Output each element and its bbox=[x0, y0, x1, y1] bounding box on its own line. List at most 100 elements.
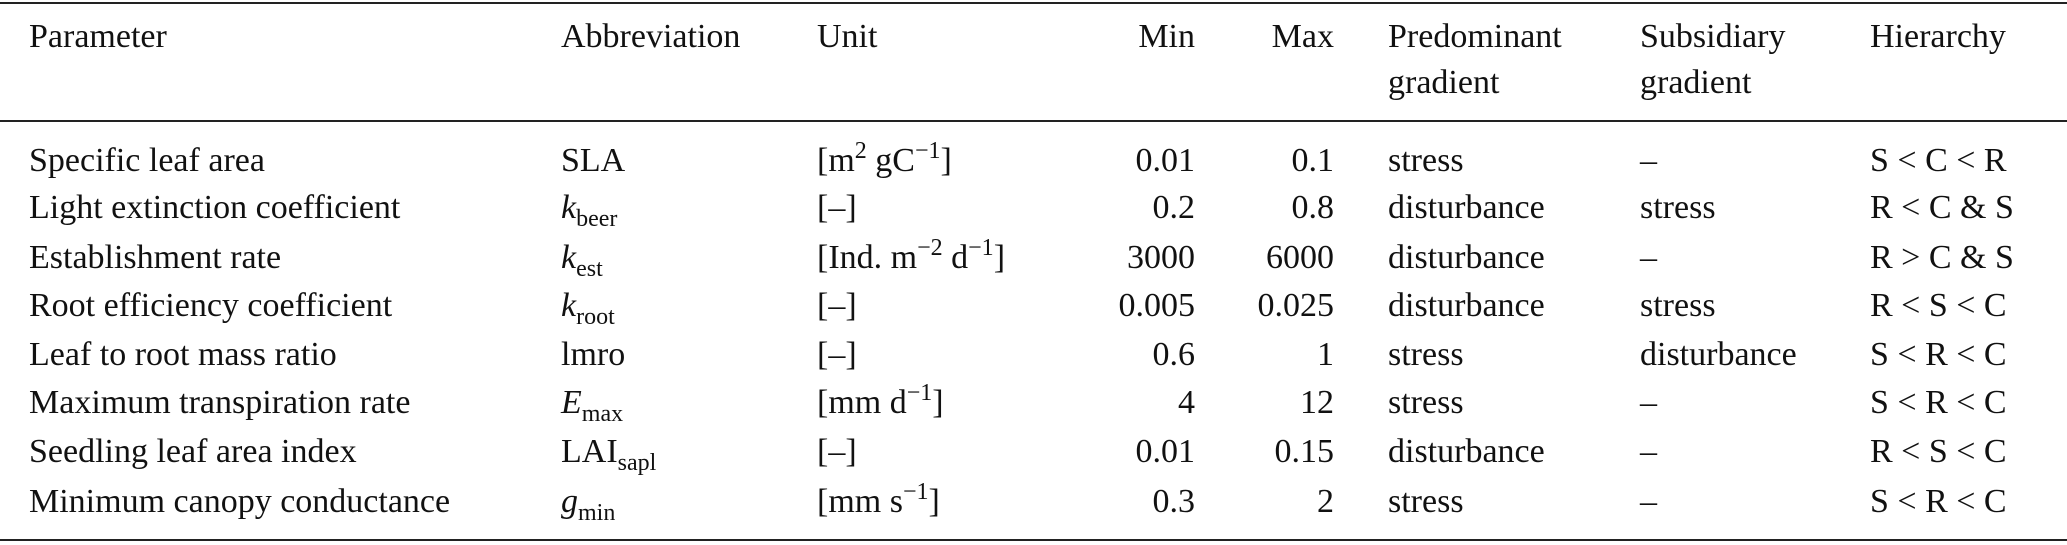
text-segment: max bbox=[581, 401, 624, 427]
cell-subsidiary: stress bbox=[1640, 287, 1716, 324]
header-cell: Abbreviation bbox=[561, 18, 741, 55]
cell-unit: [–] bbox=[817, 185, 857, 231]
text-segment: −2 bbox=[917, 235, 943, 261]
text-segment: [Ind. m bbox=[817, 239, 918, 276]
cell-subsidiary: stress bbox=[1640, 189, 1716, 226]
cell-unit: [mm s−1] bbox=[817, 479, 940, 525]
cell-min: 3000 bbox=[1127, 239, 1195, 276]
text-segment: ] bbox=[932, 384, 944, 421]
cell-abbreviation: LAIsapl bbox=[561, 429, 656, 475]
cell-hierarchy: R < S < C bbox=[1870, 287, 2007, 324]
cell-parameter: Light extinction coefficient bbox=[29, 189, 401, 226]
cell-subsidiary: – bbox=[1640, 239, 1657, 276]
cell-parameter: Leaf to root mass ratio bbox=[29, 336, 337, 373]
cell-unit: [mm d−1] bbox=[817, 380, 944, 426]
cell-parameter: Seedling leaf area index bbox=[29, 433, 357, 470]
cell-max: 0.025 bbox=[1257, 287, 1335, 324]
cell-min: 0.005 bbox=[1118, 287, 1196, 324]
cell-max: 0.1 bbox=[1291, 142, 1335, 179]
cell-max: 12 bbox=[1300, 384, 1334, 421]
cell-predominant: stress bbox=[1388, 483, 1464, 520]
cell-abbreviation: SLA bbox=[561, 138, 625, 184]
cell-unit: [–] bbox=[817, 283, 857, 329]
header-cell: Max bbox=[1271, 18, 1334, 55]
text-segment: sapl bbox=[617, 450, 657, 476]
text-segment: gC bbox=[866, 142, 915, 179]
cell-parameter: Specific leaf area bbox=[29, 142, 265, 179]
cell-abbreviation: kroot bbox=[561, 283, 615, 329]
cell-subsidiary: – bbox=[1640, 433, 1657, 470]
text-segment: [–] bbox=[817, 433, 857, 470]
cell-unit: [Ind. m−2 d−1] bbox=[817, 235, 1005, 281]
cell-max: 2 bbox=[1317, 483, 1334, 520]
cell-hierarchy: S < R < C bbox=[1870, 483, 2007, 520]
text-segment: [m bbox=[817, 142, 855, 179]
text-segment: ] bbox=[940, 142, 952, 179]
header-cell: Predominant gradient bbox=[1388, 18, 1562, 101]
text-segment: −1 bbox=[902, 479, 929, 505]
top-rule bbox=[0, 2, 2067, 4]
cell-parameter: Root efficiency coefficient bbox=[29, 287, 393, 324]
cell-predominant: stress bbox=[1388, 336, 1464, 373]
text-segment: [mm d bbox=[817, 384, 907, 421]
header-cell: Subsidiary gradient bbox=[1640, 18, 1786, 101]
text-segment: lmro bbox=[561, 336, 626, 373]
cell-unit: [–] bbox=[817, 429, 857, 475]
cell-max: 6000 bbox=[1266, 239, 1334, 276]
cell-max: 0.15 bbox=[1274, 433, 1335, 470]
cell-min: 0.2 bbox=[1152, 189, 1196, 226]
text-segment: [–] bbox=[817, 189, 857, 226]
cell-min: 0.3 bbox=[1152, 483, 1196, 520]
cell-hierarchy: R < C & S bbox=[1870, 189, 2014, 226]
text-segment: −1 bbox=[914, 138, 941, 164]
text-segment: g bbox=[561, 483, 578, 520]
text-segment: beer bbox=[576, 206, 618, 232]
cell-abbreviation: kbeer bbox=[561, 185, 617, 231]
text-segment: [mm s bbox=[817, 483, 903, 520]
cell-min: 4 bbox=[1178, 384, 1195, 421]
text-segment: k bbox=[561, 239, 577, 276]
cell-predominant: disturbance bbox=[1388, 239, 1545, 276]
text-segment: SLA bbox=[561, 142, 626, 179]
cell-predominant: stress bbox=[1388, 142, 1464, 179]
cell-parameter: Maximum transpiration rate bbox=[29, 384, 411, 421]
text-segment: [–] bbox=[817, 287, 857, 324]
text-segment: min bbox=[578, 500, 616, 526]
text-segment: −1 bbox=[968, 235, 994, 261]
cell-subsidiary: – bbox=[1640, 142, 1657, 179]
cell-abbreviation: lmro bbox=[561, 332, 625, 378]
text-segment: [–] bbox=[817, 336, 857, 373]
cell-hierarchy: S < R < C bbox=[1870, 384, 2007, 421]
cell-abbreviation: gmin bbox=[561, 479, 615, 525]
text-segment: −1 bbox=[906, 380, 933, 406]
cell-predominant: disturbance bbox=[1388, 189, 1545, 226]
text-segment: d bbox=[942, 239, 969, 276]
header-cell: Parameter bbox=[29, 18, 167, 55]
text-segment: est bbox=[576, 256, 603, 282]
text-segment: k bbox=[561, 287, 577, 324]
text-segment: root bbox=[576, 304, 615, 330]
cell-max: 0.8 bbox=[1291, 189, 1335, 226]
text-segment: LAI bbox=[561, 433, 618, 470]
text-segment: E bbox=[561, 384, 582, 421]
cell-hierarchy: R > C & S bbox=[1870, 239, 2014, 276]
header-cell: Unit bbox=[817, 18, 878, 55]
cell-abbreviation: Emax bbox=[561, 380, 623, 426]
cell-subsidiary: – bbox=[1640, 483, 1657, 520]
cell-min: 0.01 bbox=[1135, 142, 1196, 179]
cell-predominant: disturbance bbox=[1388, 433, 1545, 470]
cell-min: 0.01 bbox=[1135, 433, 1196, 470]
cell-hierarchy: S < C < R bbox=[1870, 142, 2007, 179]
text-segment: ] bbox=[928, 483, 940, 520]
bottom-rule bbox=[0, 539, 2067, 541]
cell-unit: [m2 gC−1] bbox=[817, 138, 952, 184]
cell-predominant: disturbance bbox=[1388, 287, 1545, 324]
cell-abbreviation: kest bbox=[561, 235, 603, 281]
cell-subsidiary: disturbance bbox=[1640, 336, 1797, 373]
header-cell: Min bbox=[1138, 18, 1195, 55]
cell-parameter: Establishment rate bbox=[29, 239, 282, 276]
cell-parameter: Minimum canopy conductance bbox=[29, 483, 451, 520]
cell-subsidiary: – bbox=[1640, 384, 1657, 421]
cell-hierarchy: S < R < C bbox=[1870, 336, 2007, 373]
